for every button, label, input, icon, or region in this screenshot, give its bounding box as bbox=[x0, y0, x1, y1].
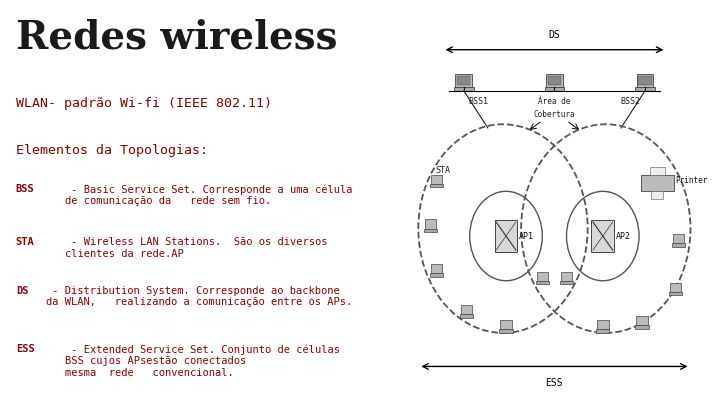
Bar bbox=[546, 74, 563, 87]
Text: Elementos da Topologias:: Elementos da Topologias: bbox=[16, 144, 208, 157]
Text: ESS: ESS bbox=[16, 344, 35, 354]
Bar bbox=[639, 76, 652, 85]
Text: AP1: AP1 bbox=[519, 232, 534, 241]
Bar bbox=[544, 87, 564, 92]
Text: - Extended Service Set. Conjunto de células
BSS cujos APsestão conectados
mesma : - Extended Service Set. Conjunto de célu… bbox=[65, 344, 340, 378]
Bar bbox=[649, 167, 665, 175]
Text: DS: DS bbox=[549, 30, 560, 40]
Bar bbox=[536, 271, 548, 281]
Bar bbox=[651, 191, 663, 199]
Text: Área de: Área de bbox=[539, 97, 570, 106]
Bar bbox=[548, 76, 561, 85]
Text: Cobertura: Cobertura bbox=[534, 110, 575, 119]
Text: DS: DS bbox=[16, 286, 28, 296]
Bar bbox=[560, 281, 573, 284]
Text: BSS1: BSS1 bbox=[469, 97, 489, 106]
Bar bbox=[561, 271, 572, 281]
Bar bbox=[635, 87, 655, 92]
Text: - Basic Service Set. Corresponde a uma célula
de comunicação da   rede sem fio.: - Basic Service Set. Corresponde a uma c… bbox=[65, 184, 352, 207]
Bar bbox=[597, 320, 608, 329]
Bar bbox=[455, 74, 472, 87]
Bar bbox=[500, 320, 512, 329]
Bar bbox=[431, 264, 442, 273]
Text: STA: STA bbox=[16, 237, 35, 247]
Text: Printer: Printer bbox=[675, 176, 708, 185]
Text: BSS: BSS bbox=[16, 184, 35, 194]
Bar bbox=[500, 329, 513, 333]
Text: - Distribution System. Corresponde ao backbone
da WLAN,   realizando a comunicaç: - Distribution System. Corresponde ao ba… bbox=[46, 286, 352, 307]
Bar bbox=[424, 228, 437, 232]
Bar bbox=[672, 234, 684, 243]
Bar bbox=[536, 281, 549, 284]
Bar bbox=[430, 273, 443, 277]
Text: Redes wireless: Redes wireless bbox=[16, 18, 338, 56]
Bar bbox=[672, 243, 685, 247]
Bar bbox=[431, 175, 442, 184]
Bar bbox=[454, 87, 474, 92]
Bar bbox=[641, 175, 674, 191]
Text: WLAN- padrão Wi-fi (IEEE 802.11): WLAN- padrão Wi-fi (IEEE 802.11) bbox=[16, 97, 272, 110]
Bar bbox=[461, 305, 472, 314]
Bar bbox=[495, 220, 518, 252]
Bar bbox=[636, 316, 648, 326]
Text: STA: STA bbox=[435, 166, 450, 175]
Bar bbox=[457, 76, 470, 85]
Text: - Wireless LAN Stations.  São os diversos
clientes da rede.AP: - Wireless LAN Stations. São os diversos… bbox=[65, 237, 328, 258]
Bar bbox=[636, 74, 654, 87]
Text: ESS: ESS bbox=[546, 377, 563, 388]
Bar bbox=[596, 329, 609, 333]
Bar bbox=[670, 283, 681, 292]
Bar bbox=[636, 326, 649, 329]
Text: BSS2: BSS2 bbox=[620, 97, 640, 106]
Text: AP2: AP2 bbox=[616, 232, 631, 241]
Bar bbox=[669, 292, 682, 295]
Bar bbox=[425, 220, 436, 228]
Bar bbox=[430, 184, 443, 187]
Bar bbox=[591, 220, 614, 252]
Bar bbox=[460, 314, 473, 318]
